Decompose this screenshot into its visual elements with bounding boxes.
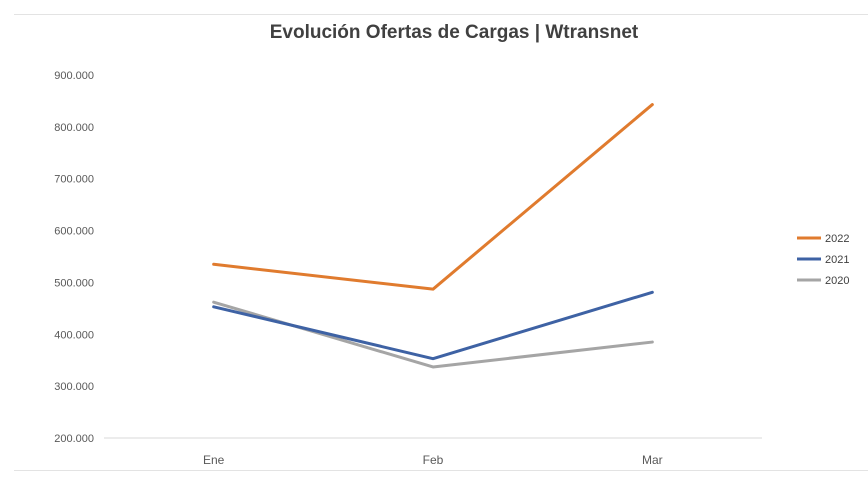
y-tick-label: 600.000	[54, 226, 94, 238]
x-tick-label: Ene	[203, 453, 225, 467]
chart-title: Evolución Ofertas de Cargas | Wtransnet	[269, 22, 639, 43]
x-tick-label: Feb	[423, 453, 444, 467]
series-line-2021	[212, 290, 654, 361]
frame-bottom-border	[14, 470, 868, 471]
legend-label-2020: 2020	[825, 275, 849, 287]
frame-top-border	[14, 14, 868, 15]
legend-label-2021: 2021	[825, 254, 849, 266]
y-tick-label: 700.000	[54, 174, 94, 186]
legend-label-2022: 2022	[825, 233, 849, 245]
y-tick-label: 300.000	[54, 381, 94, 393]
y-tick-label: 500.000	[54, 277, 94, 289]
y-tick-label: 200.000	[54, 433, 94, 445]
x-tick-label: Mar	[642, 453, 663, 467]
series-line-2022	[212, 103, 654, 291]
y-tick-label: 400.000	[54, 329, 94, 341]
y-tick-label: 800.000	[54, 122, 94, 134]
y-tick-label: 900.000	[54, 70, 94, 82]
